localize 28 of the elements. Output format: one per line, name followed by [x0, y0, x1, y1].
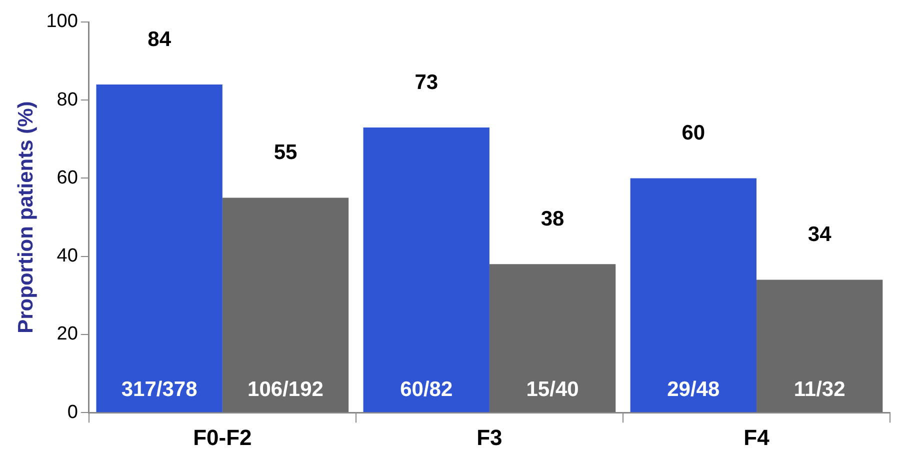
x-tick-label: F0-F2 [193, 424, 252, 450]
annotation: 29/48 [667, 378, 720, 401]
bar [96, 84, 222, 412]
y-tick-label: 40 [56, 246, 78, 267]
data-label: 73 [414, 70, 438, 94]
bar [489, 264, 616, 412]
data-label: 60 [682, 122, 706, 145]
data-label: 38 [540, 207, 565, 230]
annotation: 60/82 [400, 378, 453, 401]
y-tick-label: 20 [56, 324, 78, 345]
annotation: 317/378 [121, 378, 198, 401]
annotation: 11/32 [794, 378, 846, 401]
annotation: 106/192 [248, 378, 324, 401]
data-label: 84 [148, 28, 172, 51]
x-tick-label: F4 [744, 424, 770, 450]
y-tick-label: 100 [46, 11, 78, 32]
y-tick-label: 0 [67, 402, 78, 423]
bar [630, 178, 756, 412]
data-label: 55 [274, 141, 298, 164]
x-tick-label: F3 [476, 424, 502, 450]
data-label: 34 [808, 223, 832, 246]
bar [363, 127, 490, 412]
bar [222, 198, 349, 412]
annotation: 15/40 [526, 378, 579, 401]
y-axis-title: Proportion patients (%) [14, 101, 38, 334]
y-tick-label: 60 [56, 167, 78, 188]
bar [756, 280, 883, 412]
y-tick-label: 80 [56, 89, 78, 110]
